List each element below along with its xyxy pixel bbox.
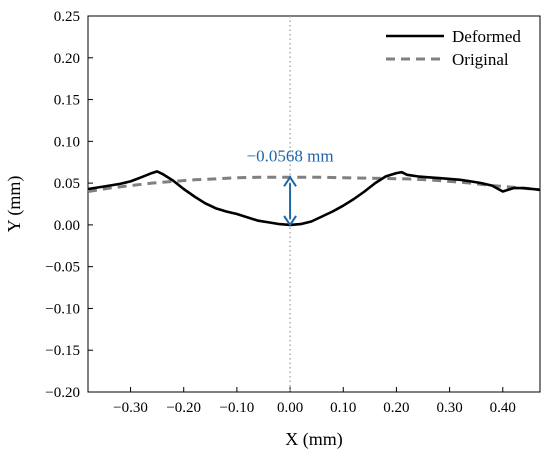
plot-frame xyxy=(87,15,541,393)
x-tick-label: −0.10 xyxy=(220,400,255,416)
legend-label-original: Original xyxy=(452,50,509,69)
y-tick-label: 0.20 xyxy=(54,51,80,67)
series-line-deformed xyxy=(87,170,541,227)
y-tick-label: −0.10 xyxy=(45,301,80,317)
plot-area: −0.30 −0.20 −0.10 0.00 0.10 0.20 0.30 0.40 0.25 0… xyxy=(4,9,541,450)
annotation-label: −0.0568 mm xyxy=(247,146,334,165)
x-tick-label: 0.20 xyxy=(383,400,409,416)
x-axis-title: X (mm) xyxy=(285,429,343,450)
x-tick-label: −0.30 xyxy=(113,400,148,416)
x-tick-label: 0.10 xyxy=(330,400,356,416)
x-tick-label: 0.40 xyxy=(490,400,516,416)
x-tick-label: 0.30 xyxy=(436,400,462,416)
y-tick-label: 0.15 xyxy=(54,93,80,109)
y-tick-label: 0.00 xyxy=(54,218,80,234)
y-axis-title: Y (mm) xyxy=(4,176,25,233)
x-tick-label: 0.00 xyxy=(277,400,303,416)
x-tick-label: −0.20 xyxy=(166,400,201,416)
annotation-arrow-head-bottom xyxy=(283,215,297,227)
series-line-original xyxy=(87,175,541,193)
y-tick-label: −0.20 xyxy=(45,385,80,401)
y-tick-label: 0.25 xyxy=(54,9,80,25)
y-tick-label: 0.05 xyxy=(54,176,80,192)
y-tick-label: 0.10 xyxy=(54,134,80,150)
y-tick-label: −0.15 xyxy=(45,343,80,359)
y-tick-label: −0.05 xyxy=(45,260,80,276)
legend-label-deformed: Deformed xyxy=(452,27,521,46)
annotation-arrow-head-top xyxy=(283,175,297,187)
